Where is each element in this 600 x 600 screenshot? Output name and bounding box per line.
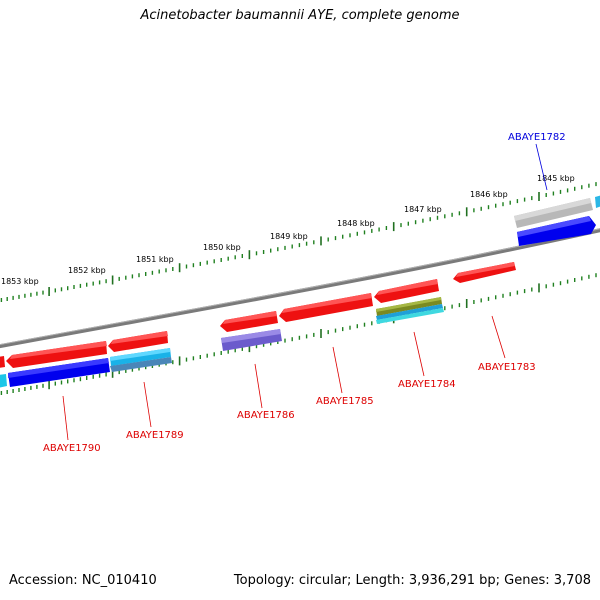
tick-label-1845: 1845 kbp	[537, 174, 575, 183]
genome-backbone	[0, 228, 600, 349]
gene-label-abaye1783[interactable]: ABAYE1783	[478, 362, 536, 373]
outer-ruler	[0, 182, 597, 302]
inner-row-genes	[0, 216, 596, 388]
tick-label-1853: 1853 kbp	[1, 277, 39, 286]
gene-label-abaye1789[interactable]: ABAYE1789	[126, 430, 184, 441]
gene-labels: ABAYE1782 ABAYE1783 ABAYE1784 ABAYE1785 …	[43, 132, 566, 454]
tick-label-1847: 1847 kbp	[404, 205, 442, 214]
gene-label-abaye1785[interactable]: ABAYE1785	[316, 396, 374, 407]
tick-label-1851: 1851 kbp	[136, 255, 174, 264]
label-leaders	[62, 143, 548, 441]
gene-label-abaye1782[interactable]: ABAYE1782	[508, 132, 566, 143]
genome-title: Acinetobacter baumannii AYE, complete ge…	[140, 8, 460, 23]
tick-label-1850: 1850 kbp	[203, 243, 241, 252]
tick-label-1849: 1849 kbp	[270, 232, 308, 241]
tick-label-1848: 1848 kbp	[337, 219, 375, 228]
tick-label-1852: 1852 kbp	[68, 266, 106, 275]
gene-label-abaye1786[interactable]: ABAYE1786	[237, 410, 295, 421]
genome-stats: Topology: circular; Length: 3,936,291 bp…	[233, 573, 591, 588]
forward-strand-genes	[0, 195, 600, 368]
tick-labels: 1845 kbp 1846 kbp 1847 kbp 1848 kbp 1849…	[1, 174, 575, 286]
gene-label-abaye1790[interactable]: ABAYE1790	[43, 443, 101, 454]
tick-label-1846: 1846 kbp	[470, 190, 508, 199]
accession-label: Accession: NC_010410	[9, 573, 157, 588]
gene-label-abaye1784[interactable]: ABAYE1784	[398, 379, 456, 390]
